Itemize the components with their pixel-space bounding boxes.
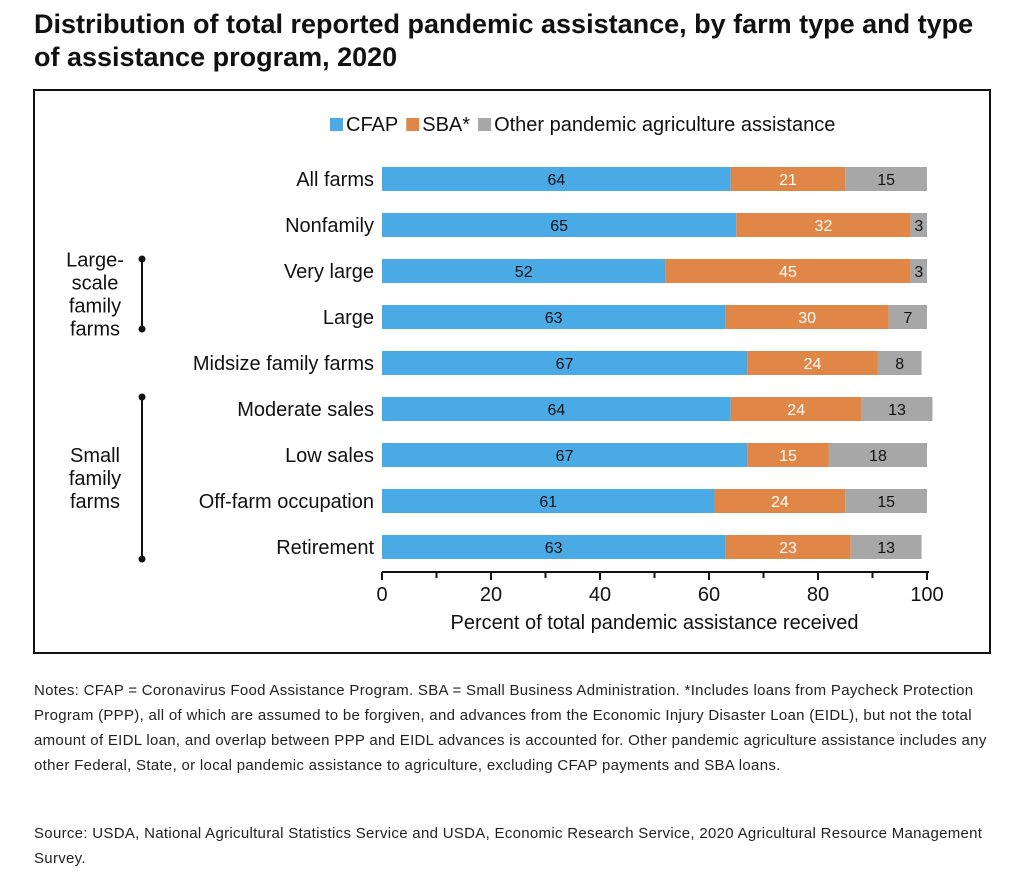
data-label-low-sales-sba: 15 — [779, 448, 797, 465]
bar-off-farm-occupation-sba — [714, 489, 846, 513]
category-label-midsize-family-farms: Midsize family farms — [193, 353, 374, 375]
data-label-large-sba: 30 — [798, 310, 816, 327]
legend-swatch-sba — [406, 118, 420, 131]
bar-large-other-pandemic-agriculture-assistance — [888, 305, 927, 329]
data-label-off-farm-occupation-sba: 24 — [771, 494, 789, 511]
chart-source: Source: USDA, National Agricultural Stat… — [34, 825, 983, 867]
data-label-nonfamily-other-pandemic-agriculture-assistance: 3 — [914, 218, 923, 235]
group-label-large-scale-family-farms-line-3: farms — [70, 319, 120, 341]
data-label-all-farms-cfap: 64 — [548, 172, 566, 189]
bar-large-sba — [725, 305, 889, 329]
data-label-off-farm-occupation-cfap: 61 — [539, 494, 557, 511]
data-label-moderate-sales-other-pandemic-agriculture-assistance: 13 — [888, 402, 906, 419]
data-label-nonfamily-cfap: 65 — [550, 218, 568, 235]
group-label-small-family-farms-line-2: farms — [70, 491, 120, 513]
data-label-very-large-other-pandemic-agriculture-assistance: 3 — [914, 264, 923, 281]
bar-off-farm-occupation-cfap — [382, 489, 715, 513]
bar-low-sales-sba — [747, 443, 829, 467]
category-label-very-large: Very large — [284, 261, 374, 283]
legend-swatch-cfap — [330, 118, 343, 131]
x-tick-label-60: 60 — [698, 584, 720, 606]
category-label-retirement: Retirement — [276, 537, 374, 559]
data-label-very-large-sba: 45 — [779, 264, 797, 281]
group-label-large-scale-family-farms-line-0: Large- — [66, 250, 124, 272]
data-label-all-farms-other-pandemic-agriculture-assistance: 15 — [877, 172, 895, 189]
group-label-large-scale-family-farms-line-2: family — [69, 296, 121, 318]
x-tick-label-100: 100 — [910, 584, 943, 606]
group-bracket-dot-top-large-scale-family-farms — [138, 255, 146, 263]
legend-label-cfap: CFAP — [346, 114, 398, 136]
data-label-low-sales-other-pandemic-agriculture-assistance: 18 — [869, 448, 887, 465]
legend-swatch-other-pandemic-agriculture-assistance — [478, 118, 492, 131]
category-label-large: Large — [323, 307, 374, 329]
bar-nonfamily-sba — [736, 213, 911, 237]
data-label-midsize-family-farms-other-pandemic-agriculture-assistance: 8 — [895, 356, 904, 373]
x-axis-title: Percent of total pandemic assistance rec… — [451, 612, 859, 634]
x-tick-label-80: 80 — [807, 584, 829, 606]
chart-frame: CFAP SBA* Other pandemic agriculture assis… — [33, 89, 991, 654]
legend-label-other-pandemic-agriculture-assistance: Other pandemic agriculture assistance — [494, 114, 835, 136]
bar-very-large-cfap — [382, 259, 666, 283]
data-label-large-cfap: 63 — [545, 310, 563, 327]
bar-very-large-sba — [665, 259, 911, 283]
bar-retirement-other-pandemic-agriculture-assistance — [850, 535, 922, 559]
bar-moderate-sales-sba — [730, 397, 862, 421]
category-label-moderate-sales: Moderate sales — [237, 399, 374, 421]
data-label-moderate-sales-sba: 24 — [787, 402, 805, 419]
bar-off-farm-occupation-other-pandemic-agriculture-assistance — [845, 489, 927, 513]
x-tick-label-0: 0 — [376, 584, 387, 606]
x-tick-label-20: 20 — [480, 584, 502, 606]
category-label-off-farm-occupation: Off-farm occupation — [199, 491, 374, 513]
bar-nonfamily-other-pandemic-agriculture-assistance — [910, 213, 927, 237]
bar-all-farms-sba — [730, 167, 846, 191]
x-tick-label-40: 40 — [589, 584, 611, 606]
group-bracket-dot-top-small-family-farms — [138, 393, 146, 401]
bar-midsize-family-farms-cfap — [382, 351, 748, 375]
data-label-nonfamily-sba: 32 — [815, 218, 833, 235]
data-label-all-farms-sba: 21 — [779, 172, 797, 189]
bar-low-sales-cfap — [382, 443, 748, 467]
data-label-retirement-cfap: 63 — [545, 540, 563, 557]
bar-moderate-sales-other-pandemic-agriculture-assistance — [861, 397, 933, 421]
category-label-low-sales: Low sales — [285, 445, 374, 467]
data-label-retirement-sba: 23 — [779, 540, 797, 557]
bar-large-cfap — [382, 305, 726, 329]
bar-moderate-sales-cfap — [382, 397, 731, 421]
bar-retirement-sba — [725, 535, 851, 559]
group-label-large-scale-family-farms-line-1: scale — [72, 273, 119, 295]
bar-nonfamily-cfap — [382, 213, 737, 237]
group-label-small-family-farms-line-1: family — [69, 468, 121, 490]
legend-label-sba: SBA* — [422, 114, 470, 136]
data-label-low-sales-cfap: 67 — [556, 448, 574, 465]
bar-midsize-family-farms-sba — [747, 351, 878, 375]
data-label-moderate-sales-cfap: 64 — [548, 402, 566, 419]
data-label-off-farm-occupation-other-pandemic-agriculture-assistance: 15 — [877, 494, 895, 511]
data-label-midsize-family-farms-cfap: 67 — [556, 356, 574, 373]
bar-midsize-family-farms-other-pandemic-agriculture-assistance — [877, 351, 922, 375]
bar-all-farms-cfap — [382, 167, 731, 191]
data-label-very-large-cfap: 52 — [515, 264, 533, 281]
bar-all-farms-other-pandemic-agriculture-assistance — [845, 167, 927, 191]
stacked-bar-chart: CFAP SBA* Other pandemic agriculture assis… — [66, 114, 944, 634]
group-bracket-dot-bottom-large-scale-family-farms — [138, 325, 146, 333]
bar-retirement-cfap — [382, 535, 726, 559]
group-label-small-family-farms-line-0: Small — [70, 445, 120, 467]
category-label-all-farms: All farms — [296, 169, 374, 191]
data-label-midsize-family-farms-sba: 24 — [804, 356, 822, 373]
data-label-large-other-pandemic-agriculture-assistance: 7 — [903, 310, 912, 327]
category-label-nonfamily: Nonfamily — [285, 215, 374, 237]
bar-low-sales-other-pandemic-agriculture-assistance — [828, 443, 927, 467]
data-label-retirement-other-pandemic-agriculture-assistance: 13 — [877, 540, 895, 557]
group-bracket-dot-bottom-small-family-farms — [138, 555, 146, 563]
chart-notes: Notes: CFAP = Coronavirus Food Assistanc… — [34, 682, 987, 774]
chart-title: Distribution of total reported pandemic … — [34, 9, 974, 72]
bar-very-large-other-pandemic-agriculture-assistance — [910, 259, 927, 283]
